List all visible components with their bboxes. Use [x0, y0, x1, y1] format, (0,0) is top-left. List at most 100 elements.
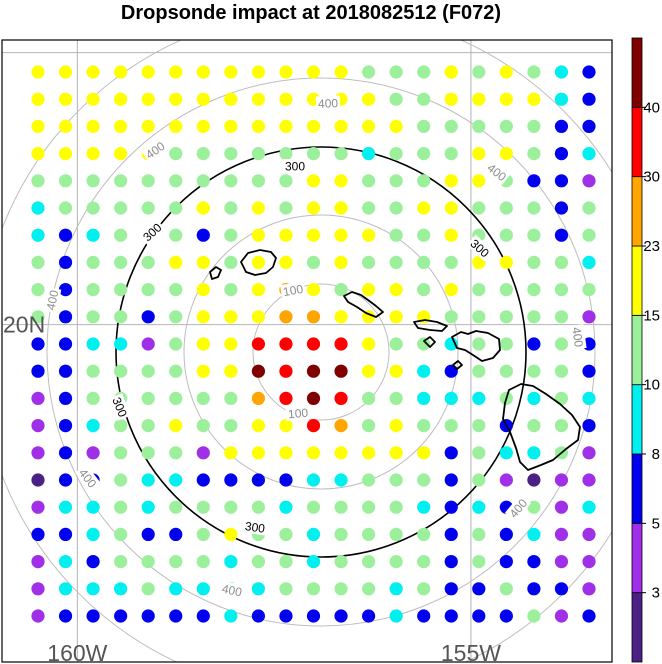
impact-dot	[86, 310, 100, 324]
impact-dot	[196, 609, 210, 623]
impact-dot	[306, 337, 321, 351]
impact-dot	[31, 228, 45, 242]
map-axis-labels: 160W 155W 20N	[3, 312, 501, 664]
impact-dot	[444, 391, 458, 405]
impact-dot	[444, 65, 458, 79]
impact-dot	[169, 147, 183, 161]
impact-dot	[582, 228, 596, 242]
impact-dot	[334, 65, 348, 79]
impact-dot	[389, 446, 403, 460]
impact-dot	[362, 582, 376, 596]
impact-dot	[224, 609, 238, 623]
impact-dot	[306, 310, 321, 324]
impact-dot	[251, 119, 265, 133]
map-background	[2, 40, 612, 662]
impact-dot	[306, 555, 321, 569]
impact-dot	[279, 500, 293, 514]
impact-dot	[306, 473, 321, 487]
impact-dot	[279, 147, 293, 161]
impact-dot	[554, 174, 569, 188]
impact-dot	[251, 337, 265, 351]
impact-dot	[169, 255, 183, 269]
impact-dot	[31, 364, 45, 378]
oahu-coastline	[343, 291, 384, 318]
impact-dot	[251, 419, 265, 433]
impact-dot	[169, 609, 183, 623]
impact-dot	[58, 582, 73, 596]
impact-dot	[472, 609, 486, 623]
impact-dot	[58, 255, 73, 269]
impact-dot	[169, 555, 183, 569]
impact-dot	[362, 147, 376, 161]
lat-tick-label: 20N	[3, 312, 45, 338]
ring-label-bg	[285, 404, 311, 422]
impact-dot	[582, 473, 596, 487]
maui-coastline	[451, 330, 501, 362]
impact-dot	[417, 174, 431, 188]
impact-dot	[58, 500, 73, 514]
impact-dot	[527, 283, 541, 297]
impact-dot	[196, 582, 210, 596]
impact-dot	[334, 500, 348, 514]
impact-dot	[224, 255, 238, 269]
impact-dot	[499, 228, 513, 242]
impact-dot	[582, 419, 596, 433]
ring-label-bg	[138, 218, 166, 246]
impact-dot	[279, 609, 293, 623]
impact-dot	[362, 65, 376, 79]
impact-dot	[417, 65, 431, 79]
impact-dot	[417, 255, 431, 269]
impact-dot	[224, 446, 238, 460]
impact-dot	[86, 65, 100, 79]
impact-dot	[417, 527, 431, 542]
impact-dot	[472, 364, 486, 378]
impact-dot	[86, 609, 100, 623]
impact-dot	[527, 228, 541, 242]
impact-dot	[306, 201, 321, 215]
impact-dot	[114, 310, 128, 324]
impact-dot	[499, 473, 513, 487]
impact-dot	[334, 364, 348, 378]
impact-dot	[169, 582, 183, 596]
impact-dot	[554, 228, 569, 242]
impact-dot	[196, 174, 210, 188]
impact-dot	[169, 391, 183, 405]
impact-dot	[58, 119, 73, 133]
impact-dot	[472, 391, 486, 405]
impact-dot	[114, 446, 128, 460]
impact-dot	[362, 527, 376, 542]
impact-dot	[86, 582, 100, 596]
impact-dot	[527, 65, 541, 79]
impact-dot	[527, 310, 541, 324]
impact-dot	[499, 582, 513, 596]
colorbar-label: 40	[643, 99, 660, 116]
impact-dot	[499, 446, 513, 460]
impact-dot	[389, 283, 403, 297]
impact-dot	[527, 419, 541, 433]
impact-dot	[582, 364, 596, 378]
impact-dot	[31, 473, 45, 487]
impact-dot	[417, 555, 431, 569]
impact-dot	[499, 527, 513, 542]
impact-dot	[499, 65, 513, 79]
impact-dot	[554, 609, 569, 623]
map-frame	[1, 39, 613, 663]
impact-dot	[86, 228, 100, 242]
impact-dot	[554, 92, 569, 106]
impact-dot	[582, 527, 596, 542]
impact-dot	[362, 92, 376, 106]
impact-dot	[306, 65, 321, 79]
impact-dot	[554, 364, 569, 378]
colorbar-label: 10	[643, 377, 660, 394]
impact-dot	[196, 419, 210, 433]
impact-dot	[527, 500, 541, 514]
impact-dot	[362, 500, 376, 514]
impact-dot	[114, 473, 128, 487]
lon-tick-label: 155W	[441, 640, 501, 664]
impact-dot	[169, 500, 183, 514]
impact-dot	[141, 446, 155, 460]
impact-dot	[196, 147, 210, 161]
impact-dot	[141, 255, 155, 269]
impact-dot	[389, 473, 403, 487]
impact-dot	[582, 310, 596, 324]
